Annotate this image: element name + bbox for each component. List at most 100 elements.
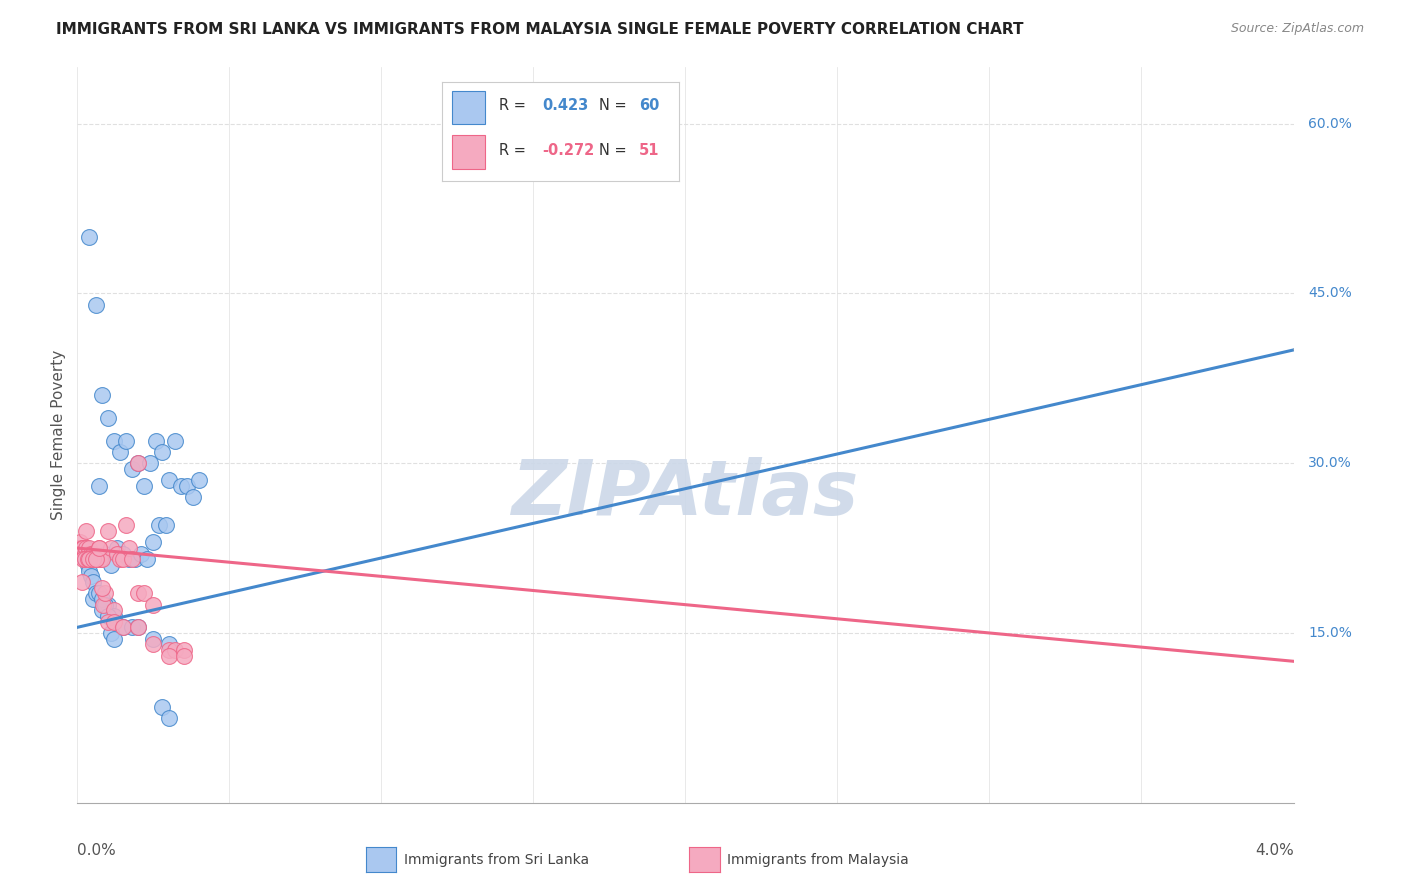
- Point: [163, 643, 186, 657]
- Text: ZIPAtlas: ZIPAtlas: [512, 457, 859, 531]
- Text: R =: R =: [499, 98, 526, 113]
- Point: [80, 547, 103, 561]
- Point: [127, 620, 149, 634]
- Point: [121, 462, 143, 476]
- Text: N =: N =: [599, 143, 626, 158]
- Point: [87, 479, 110, 493]
- Point: [163, 434, 186, 448]
- Point: [103, 632, 125, 646]
- Point: [129, 547, 152, 561]
- Point: [181, 490, 204, 504]
- Point: [87, 541, 110, 555]
- Point: [148, 518, 170, 533]
- FancyBboxPatch shape: [451, 91, 485, 124]
- Point: [142, 632, 165, 646]
- Point: [111, 547, 134, 561]
- Point: [90, 603, 112, 617]
- Point: [79, 541, 101, 555]
- Point: [89, 552, 111, 566]
- Point: [134, 479, 156, 493]
- Text: R =: R =: [499, 143, 526, 158]
- Point: [152, 445, 174, 459]
- Point: [157, 643, 180, 657]
- Point: [90, 552, 112, 566]
- Point: [75, 524, 97, 538]
- Point: [115, 434, 138, 448]
- Point: [91, 598, 114, 612]
- Point: [103, 615, 125, 629]
- Point: [75, 541, 97, 555]
- Point: [97, 609, 120, 624]
- Point: [118, 552, 141, 566]
- Point: [155, 518, 177, 533]
- Point: [82, 552, 104, 566]
- Point: [100, 541, 122, 555]
- Point: [142, 637, 165, 651]
- Point: [142, 598, 165, 612]
- Text: -0.272: -0.272: [541, 143, 595, 158]
- Point: [97, 598, 120, 612]
- Text: 0.0%: 0.0%: [77, 843, 117, 858]
- Point: [157, 648, 180, 663]
- Point: [77, 547, 100, 561]
- Point: [80, 569, 103, 583]
- Point: [152, 699, 174, 714]
- Point: [115, 518, 138, 533]
- Point: [188, 473, 211, 487]
- Point: [108, 445, 131, 459]
- Point: [157, 637, 180, 651]
- Point: [97, 410, 120, 425]
- Point: [157, 711, 180, 725]
- Point: [77, 552, 100, 566]
- Point: [108, 552, 131, 566]
- Point: [87, 541, 110, 555]
- Point: [103, 434, 125, 448]
- Point: [87, 586, 110, 600]
- Point: [79, 552, 101, 566]
- Point: [72, 552, 94, 566]
- Text: Source: ZipAtlas.com: Source: ZipAtlas.com: [1230, 22, 1364, 36]
- Point: [82, 575, 104, 590]
- Text: 0.423: 0.423: [541, 98, 588, 113]
- Point: [69, 535, 91, 549]
- Point: [72, 541, 94, 555]
- Point: [75, 541, 97, 555]
- Point: [127, 586, 149, 600]
- Point: [73, 547, 96, 561]
- Point: [127, 456, 149, 470]
- Point: [139, 456, 162, 470]
- Point: [70, 575, 93, 590]
- Point: [93, 586, 115, 600]
- Point: [124, 552, 146, 566]
- Point: [90, 581, 112, 595]
- Text: N =: N =: [599, 98, 626, 113]
- Point: [97, 615, 120, 629]
- Text: 45.0%: 45.0%: [1308, 286, 1351, 301]
- Point: [121, 552, 143, 566]
- Point: [75, 552, 97, 566]
- Point: [77, 558, 100, 572]
- Text: 51: 51: [640, 143, 659, 158]
- Text: IMMIGRANTS FROM SRI LANKA VS IMMIGRANTS FROM MALAYSIA SINGLE FEMALE POVERTY CORR: IMMIGRANTS FROM SRI LANKA VS IMMIGRANTS …: [56, 22, 1024, 37]
- Point: [142, 535, 165, 549]
- Point: [103, 609, 125, 624]
- Point: [127, 620, 149, 634]
- Point: [90, 388, 112, 402]
- Text: 15.0%: 15.0%: [1308, 626, 1353, 640]
- Point: [79, 229, 101, 244]
- Point: [83, 552, 105, 566]
- Point: [105, 541, 128, 555]
- Text: 4.0%: 4.0%: [1254, 843, 1294, 858]
- Point: [93, 547, 115, 561]
- Point: [67, 541, 90, 555]
- Point: [84, 586, 107, 600]
- Point: [103, 603, 125, 617]
- Point: [111, 620, 134, 634]
- Text: 30.0%: 30.0%: [1308, 456, 1351, 470]
- Point: [72, 547, 94, 561]
- Point: [90, 592, 112, 607]
- Point: [134, 586, 156, 600]
- Point: [176, 479, 198, 493]
- Point: [100, 626, 122, 640]
- Point: [79, 564, 101, 578]
